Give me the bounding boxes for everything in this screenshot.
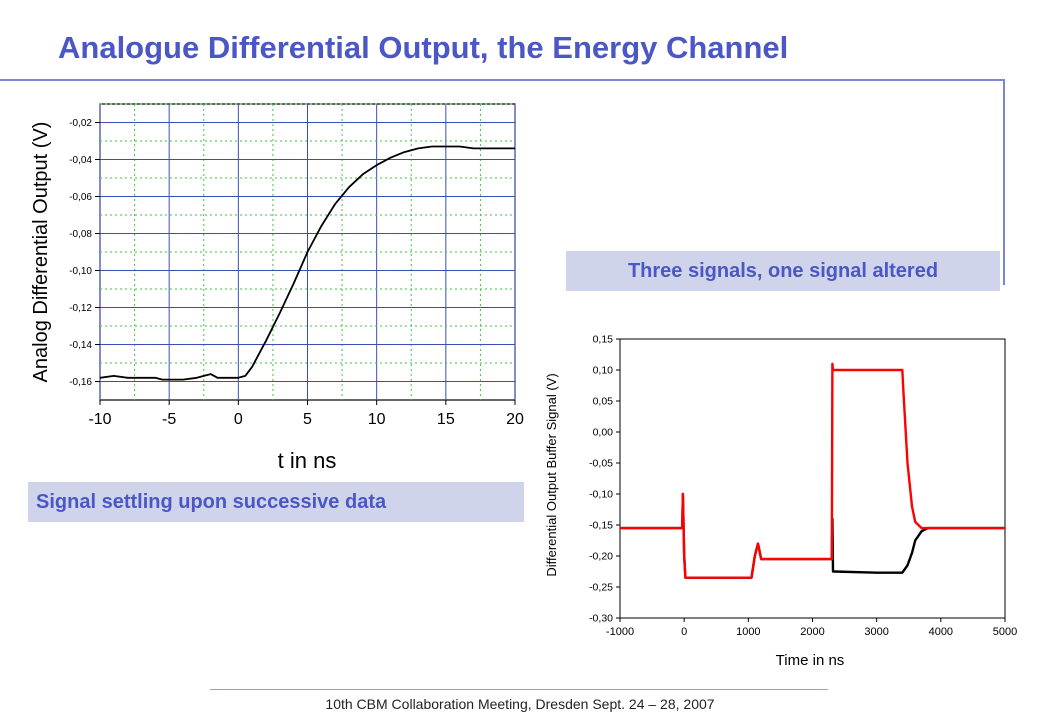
x-tick-label: -10 bbox=[88, 411, 111, 428]
y-tick-label: 0,15 bbox=[593, 334, 614, 346]
x-tick-label: 5 bbox=[303, 411, 312, 428]
y-tick-label: 0,05 bbox=[593, 396, 614, 408]
caption-signal-settling: Signal settling upon successive data bbox=[28, 482, 524, 522]
right-vertical-rule bbox=[1003, 79, 1005, 285]
y-axis-label: Differential Output Buffer Signal (V) bbox=[544, 373, 559, 576]
y-tick-label: -0,25 bbox=[589, 582, 613, 594]
y-tick-label: -0,04 bbox=[69, 155, 92, 166]
x-axis-label: Time in ns bbox=[776, 652, 845, 669]
series-line-1 bbox=[99, 145, 515, 381]
y-tick-label: -0,30 bbox=[589, 613, 613, 625]
series-line-2 bbox=[620, 362, 1005, 579]
y-tick-label: 0,00 bbox=[593, 427, 614, 439]
plot-grid bbox=[99, 103, 516, 400]
series-line-1 bbox=[620, 492, 1005, 579]
x-tick-label: 4000 bbox=[929, 626, 953, 638]
x-tick-label: 0 bbox=[234, 411, 243, 428]
axis-ticks: -10 -5 0 5 10 15 20 -0,16 -0,14 -0,12 -0,10 -0,08 -0… bbox=[69, 118, 524, 428]
x-tick-label: 1000 bbox=[736, 626, 760, 638]
footer-divider bbox=[210, 689, 828, 690]
x-tick-label: 3000 bbox=[864, 626, 888, 638]
x-tick-label: 2000 bbox=[800, 626, 824, 638]
caption-three-signals: Three signals, one signal altered bbox=[566, 251, 1000, 291]
y-tick-label: -0,20 bbox=[589, 551, 613, 563]
y-tick-label: 0,10 bbox=[593, 365, 614, 377]
y-tick-label: -0,14 bbox=[69, 340, 92, 351]
y-axis-label: Analog Differential Output (V) bbox=[30, 122, 52, 383]
x-tick-label: -1000 bbox=[606, 626, 634, 638]
series-group bbox=[99, 145, 515, 381]
y-tick-label: -0,10 bbox=[589, 489, 613, 501]
y-tick-label: -0,10 bbox=[69, 266, 92, 277]
x-tick-label: 10 bbox=[368, 411, 386, 428]
axis-ticks: -1000 0 1000 2000 3000 4000 5000 -0,30 -0,25 -0,2… bbox=[589, 334, 1017, 638]
footer-text: 10th CBM Collaboration Meeting, Dresden … bbox=[325, 696, 715, 712]
slide-title: Analogue Differential Output, the Energy… bbox=[58, 30, 789, 65]
buffer-signal-chart: -1000 0 1000 2000 3000 4000 5000 -0,30 -0,25 -0,2… bbox=[544, 334, 1017, 669]
series-group bbox=[620, 362, 1005, 579]
y-tick-label: -0,08 bbox=[69, 229, 92, 240]
title-underline bbox=[0, 79, 1005, 81]
x-tick-label: 15 bbox=[437, 411, 455, 428]
settling-chart: -10 -5 0 5 10 15 20 -0,16 -0,14 -0,12 -0,10 -0,08 -0… bbox=[30, 103, 524, 473]
plot-frame bbox=[619, 338, 1006, 619]
y-tick-label: -0,12 bbox=[69, 303, 92, 314]
x-tick-label: 0 bbox=[681, 626, 687, 638]
y-tick-label: -0,15 bbox=[589, 520, 613, 532]
x-axis-label: t in ns bbox=[278, 448, 337, 473]
x-tick-label: -5 bbox=[162, 411, 176, 428]
y-tick-label: -0,02 bbox=[69, 118, 92, 129]
x-tick-label: 5000 bbox=[993, 626, 1017, 638]
y-tick-label: -0,16 bbox=[69, 377, 92, 388]
y-tick-label: -0,06 bbox=[69, 192, 92, 203]
y-tick-label: -0,05 bbox=[589, 458, 613, 470]
x-tick-label: 20 bbox=[506, 411, 524, 428]
